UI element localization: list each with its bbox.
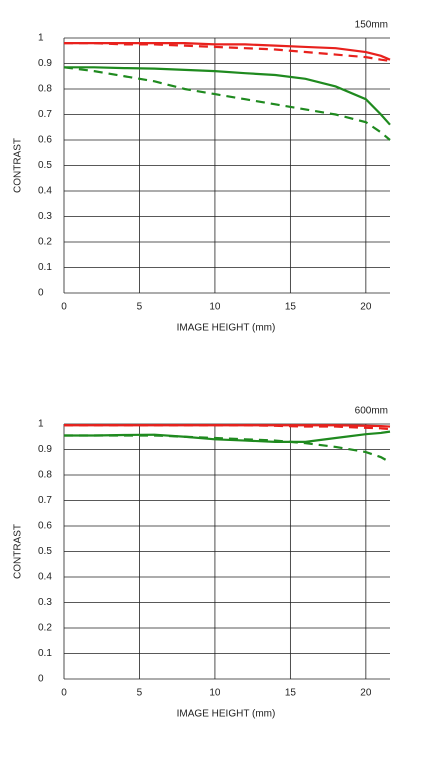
x-tick-label: 5	[137, 302, 143, 313]
y-tick-label: 0.5	[38, 546, 52, 557]
x-tick-label: 15	[285, 688, 297, 699]
mtf-curve	[64, 434, 391, 464]
y-tick-label: 0.2	[38, 623, 52, 634]
y-axis-label: CONTRAST	[13, 524, 24, 579]
mtf-curve	[64, 424, 391, 431]
annotation: 150mm	[355, 20, 388, 31]
y-tick-label: 0.1	[38, 648, 52, 659]
y-tick-label: 0.6	[38, 135, 52, 146]
y-tick-label: 0.3	[38, 597, 52, 608]
x-axis-label: IMAGE HEIGHT (mm)	[177, 709, 276, 720]
x-tick-label: 15	[285, 302, 297, 313]
mtf-curve	[64, 42, 391, 61]
y-axis-label: CONTRAST	[13, 138, 24, 193]
y-tick-label: 0	[38, 674, 44, 685]
x-tick-label: 0	[61, 688, 67, 699]
y-tick-label: 0.1	[38, 262, 52, 273]
y-tick-label: 0.9	[38, 58, 52, 69]
y-tick-label: 0.7	[38, 495, 52, 506]
y-tick-label: 0.5	[38, 160, 52, 171]
x-tick-label: 0	[61, 302, 67, 313]
y-tick-label: 0.6	[38, 521, 52, 532]
y-tick-label: 0.2	[38, 237, 52, 248]
mtf-curve	[64, 430, 391, 443]
y-tick-label: 0	[38, 288, 44, 299]
y-tick-label: 0.8	[38, 470, 52, 481]
x-tick-label: 10	[209, 688, 221, 699]
y-tick-label: 0.4	[38, 572, 52, 583]
x-tick-label: 20	[360, 302, 372, 313]
x-tick-label: 5	[137, 688, 143, 699]
y-tick-label: 0.7	[38, 109, 52, 120]
y-tick-label: 0.3	[38, 211, 52, 222]
mtf-curve	[64, 42, 391, 63]
x-tick-label: 10	[209, 302, 221, 313]
x-axis-label: IMAGE HEIGHT (mm)	[177, 323, 276, 334]
y-tick-label: 0.4	[38, 186, 52, 197]
y-tick-label: 0.9	[38, 444, 52, 455]
y-tick-label: 1	[38, 33, 44, 44]
y-tick-label: 0.8	[38, 84, 52, 95]
mtf-curve	[63, 66, 391, 141]
annotation: 600mm	[355, 406, 388, 417]
x-tick-label: 20	[360, 688, 372, 699]
y-tick-label: 1	[38, 419, 44, 430]
mtf-curve	[64, 66, 391, 126]
